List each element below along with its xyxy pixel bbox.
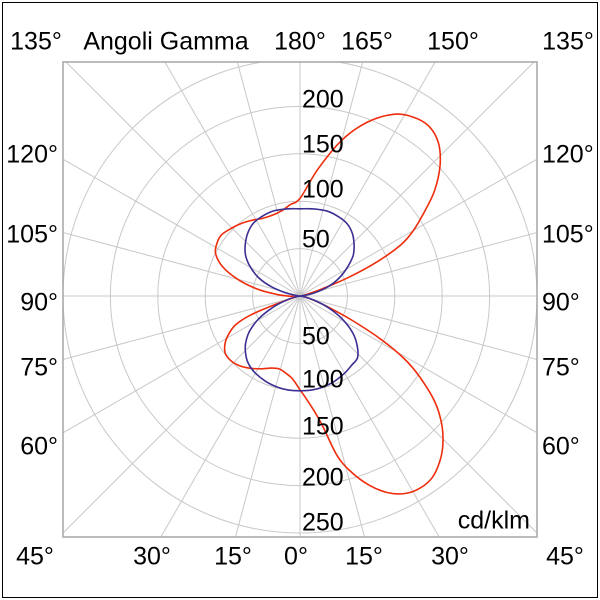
intensity-curve-blue — [244, 207, 355, 297]
grid-ray — [299, 295, 366, 537]
grid-ray — [234, 295, 301, 537]
angle-label-right: 105° — [542, 220, 594, 249]
plot-border — [62, 61, 538, 538]
grid-ray — [63, 295, 301, 360]
angle-label-bottom: 30° — [431, 542, 469, 571]
angle-label-right: 75° — [542, 353, 580, 382]
angle-label-right: 120° — [542, 140, 594, 169]
grid-ray — [63, 158, 301, 297]
chart-title: Angoli Gamma — [83, 27, 249, 56]
angle-label-bottom: 45° — [546, 542, 584, 571]
angle-label-left: 105° — [6, 220, 58, 249]
grid-ray — [65, 62, 301, 297]
angle-label-top: 150° — [427, 27, 479, 56]
angle-label-left: 60° — [20, 432, 58, 461]
intensity-curve-blue — [244, 295, 359, 392]
grid-ray — [299, 295, 440, 537]
grid-ray — [299, 295, 537, 360]
angle-label-top: 135° — [542, 27, 594, 56]
grid-ray — [63, 295, 301, 534]
angle-label-top: 165° — [341, 27, 393, 56]
grid-ray — [299, 295, 537, 434]
angle-label-right: 60° — [542, 432, 580, 461]
intensity-curves — [214, 113, 444, 495]
grid-ray — [236, 62, 301, 297]
grid-ray — [299, 295, 537, 534]
grid-ray — [63, 295, 301, 434]
angle-label-right: 90° — [542, 288, 580, 317]
grid-ray — [299, 62, 364, 297]
grid-ray — [299, 158, 537, 297]
angle-label-top: 135° — [10, 27, 62, 56]
unit-label: cd/klm — [457, 506, 530, 535]
angle-label-left: 90° — [20, 288, 58, 317]
angle-label-left: 75° — [20, 353, 58, 382]
angle-label-bottom: 15° — [345, 542, 383, 571]
angle-label-left: 120° — [6, 140, 58, 169]
angle-label-top: 180° — [274, 27, 326, 56]
grid-ray — [164, 62, 301, 297]
grid-ray — [299, 232, 537, 297]
grid-ray — [299, 62, 436, 297]
angle-label-bottom: 45° — [16, 542, 54, 571]
angle-label-bottom: 15° — [214, 542, 252, 571]
angle-label-bottom: 0° — [284, 542, 308, 571]
grid-ray — [299, 62, 535, 297]
intensity-curve-red — [214, 113, 444, 495]
grid-ray — [160, 295, 301, 537]
angle-label-bottom: 30° — [133, 542, 171, 571]
